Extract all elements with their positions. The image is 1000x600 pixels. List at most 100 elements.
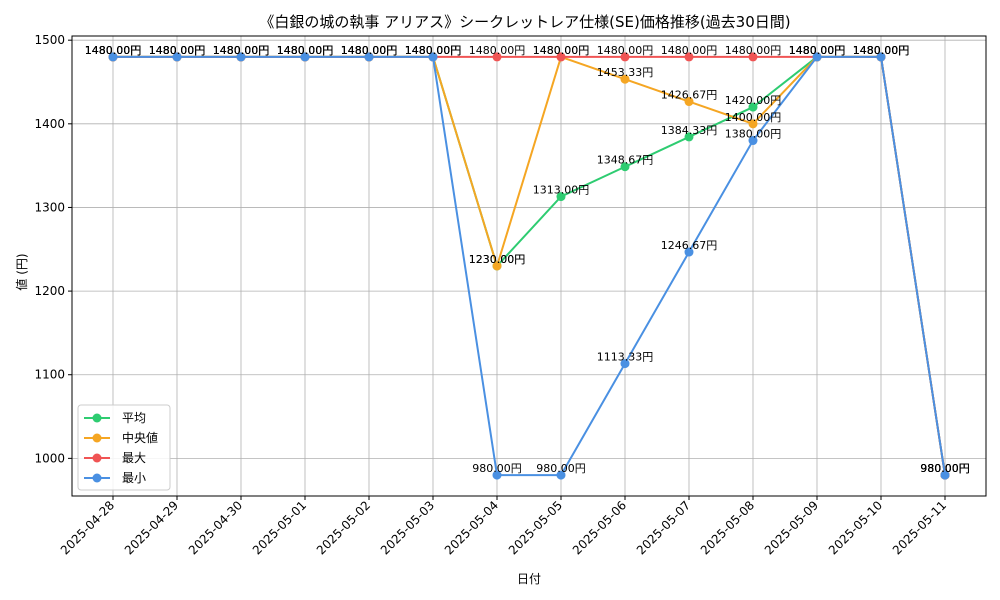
data-point bbox=[748, 52, 758, 62]
data-point bbox=[300, 52, 310, 62]
legend-label: 平均 bbox=[122, 411, 146, 425]
data-label: 1480.00円 bbox=[277, 44, 334, 57]
data-label: 1230.00円 bbox=[469, 253, 526, 266]
series-line bbox=[113, 55, 946, 477]
data-label: 1480.00円 bbox=[853, 44, 910, 57]
data-label: 1480.00円 bbox=[853, 44, 910, 57]
data-point bbox=[684, 247, 694, 257]
y-tick-label: 1100 bbox=[34, 368, 65, 382]
y-axis-ticks: 1000 1100 1200 1300 1400 1500 bbox=[34, 33, 72, 465]
series-layer bbox=[108, 52, 950, 480]
data-label: 1480.00円 bbox=[213, 44, 270, 57]
data-label: 1480.00円 bbox=[213, 44, 270, 57]
data-point bbox=[684, 132, 694, 142]
data-label: 1480.00円 bbox=[85, 44, 142, 57]
data-label: 1348.67円 bbox=[597, 154, 654, 167]
data-point bbox=[556, 470, 566, 480]
data-point bbox=[556, 192, 566, 202]
data-label: 1480.00円 bbox=[149, 44, 206, 57]
data-point bbox=[108, 52, 118, 62]
legend-label: 中央値 bbox=[122, 430, 158, 445]
data-label: 1480.00円 bbox=[853, 44, 910, 57]
data-point bbox=[492, 470, 502, 480]
data-point bbox=[748, 136, 758, 146]
data-point bbox=[364, 52, 374, 62]
data-point bbox=[428, 52, 438, 62]
data-label: 1420.00円 bbox=[725, 94, 782, 107]
data-label: 980.00円 bbox=[920, 462, 970, 475]
data-label-layer: 1480.00円 1480.00円 1480.00円 1480.00円 1480.00円… bbox=[85, 44, 970, 475]
y-tick-label: 1500 bbox=[34, 33, 65, 47]
data-label: 1480.00円 bbox=[277, 44, 334, 57]
data-label: 980.00円 bbox=[536, 462, 586, 475]
y-tick-label: 1300 bbox=[34, 200, 65, 214]
data-label: 1453.33円 bbox=[597, 66, 654, 79]
data-label: 1480.00円 bbox=[85, 44, 142, 57]
data-label: 1480.00円 bbox=[661, 44, 718, 57]
data-label: 980.00円 bbox=[472, 462, 522, 475]
data-point bbox=[812, 52, 822, 62]
x-axis-label: 日付 bbox=[517, 572, 541, 586]
data-label: 1480.00円 bbox=[405, 44, 462, 57]
data-label: 1480.00円 bbox=[341, 44, 398, 57]
y-tick-label: 1000 bbox=[34, 451, 65, 465]
data-label: 1480.00円 bbox=[85, 44, 142, 57]
data-point bbox=[492, 52, 502, 62]
data-point bbox=[620, 74, 630, 84]
legend-marker bbox=[92, 473, 102, 483]
data-label: 980.00円 bbox=[920, 462, 970, 475]
data-label: 1480.00円 bbox=[405, 44, 462, 57]
data-label: 1480.00円 bbox=[277, 44, 334, 57]
data-label: 1480.00円 bbox=[405, 44, 462, 57]
data-point bbox=[236, 52, 246, 62]
data-label: 1380.00円 bbox=[725, 128, 782, 141]
y-axis-label: 値 (円) bbox=[14, 253, 29, 290]
data-label: 1480.00円 bbox=[725, 44, 782, 57]
data-point bbox=[620, 52, 630, 62]
data-label: 980.00円 bbox=[920, 462, 970, 475]
data-point bbox=[748, 119, 758, 129]
data-label: 1480.00円 bbox=[149, 44, 206, 57]
data-point bbox=[492, 261, 502, 271]
data-point bbox=[172, 52, 182, 62]
data-label: 1480.00円 bbox=[341, 44, 398, 57]
plot-frame bbox=[71, 35, 987, 497]
legend-box bbox=[77, 404, 171, 491]
data-point bbox=[684, 97, 694, 107]
data-point bbox=[748, 102, 758, 112]
legend-label: 最大 bbox=[122, 451, 146, 465]
data-point bbox=[620, 162, 630, 172]
data-label: 1113.33円 bbox=[597, 351, 654, 364]
data-label: 1480.00円 bbox=[469, 44, 526, 57]
data-label: 1480.00円 bbox=[789, 44, 846, 57]
data-point bbox=[684, 52, 694, 62]
data-label: 1480.00円 bbox=[533, 44, 590, 57]
data-point bbox=[940, 470, 950, 480]
data-label: 980.00円 bbox=[920, 462, 970, 475]
data-label: 1480.00円 bbox=[277, 44, 334, 57]
legend-marker bbox=[92, 453, 102, 463]
data-point bbox=[876, 52, 886, 62]
data-label: 1384.33円 bbox=[661, 124, 718, 137]
legend-marker bbox=[92, 433, 102, 443]
data-label: 1480.00円 bbox=[853, 44, 910, 57]
data-label: 1246.67円 bbox=[661, 239, 718, 252]
data-label: 1480.00円 bbox=[789, 44, 846, 57]
data-label: 1480.00円 bbox=[789, 44, 846, 57]
data-label: 1480.00円 bbox=[533, 44, 590, 57]
data-point bbox=[620, 359, 630, 369]
data-label: 1313.00円 bbox=[533, 184, 590, 197]
data-label: 1400.00円 bbox=[725, 111, 782, 124]
data-label: 1480.00円 bbox=[405, 44, 462, 57]
legend-marker bbox=[92, 413, 102, 423]
data-label: 1480.00円 bbox=[213, 44, 270, 57]
data-label: 1480.00円 bbox=[597, 44, 654, 57]
data-label: 1480.00円 bbox=[149, 44, 206, 57]
y-tick-label: 1200 bbox=[34, 284, 65, 298]
y-tick-label: 1400 bbox=[34, 117, 65, 131]
data-label: 1230.00円 bbox=[469, 253, 526, 266]
data-label: 1480.00円 bbox=[213, 44, 270, 57]
